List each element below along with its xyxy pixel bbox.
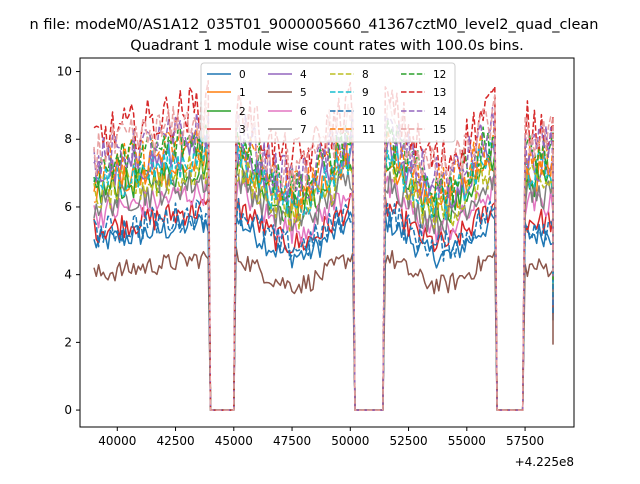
series-line-0	[93, 210, 554, 411]
x-axis: 40000 42500 45000 47500 50000 52500 55000 57500	[98, 427, 544, 448]
legend-label: 5	[300, 87, 307, 99]
series-line-8	[93, 149, 554, 411]
legend-label: 2	[239, 106, 246, 118]
legend-label: 3	[239, 124, 246, 136]
y-tick-label: 0	[64, 403, 72, 417]
x-tick-label: 42500	[156, 434, 194, 448]
series-line-13	[93, 79, 554, 411]
legend-label: 7	[300, 124, 307, 136]
series-line-14	[93, 106, 554, 411]
figure-suptitle: n file: modeM0/AS1A12_035T01_9000005660_…	[30, 17, 599, 33]
x-tick-label: 47500	[273, 434, 311, 448]
series-line-5	[93, 246, 554, 411]
x-tick-label: 50000	[331, 434, 369, 448]
series-line-7	[93, 165, 554, 411]
x-tick-label: 55000	[448, 434, 486, 448]
plot-frame	[79, 57, 575, 428]
legend-label: 12	[433, 69, 446, 81]
legend-label: 8	[362, 69, 369, 81]
series-line-9	[93, 134, 554, 411]
series-line-10	[93, 197, 554, 411]
y-tick-label: 10	[57, 65, 72, 79]
legend-label: 14	[433, 106, 447, 118]
series-line-15	[93, 94, 554, 411]
series-line-11	[93, 121, 554, 411]
legend-label: 15	[433, 124, 446, 136]
legend-label: 6	[300, 106, 307, 118]
y-tick-label: 8	[64, 132, 72, 146]
series-layer	[93, 79, 554, 411]
x-tick-label: 57500	[506, 434, 544, 448]
y-tick-label: 6	[64, 200, 72, 214]
y-tick-label: 2	[64, 335, 72, 349]
legend-label: 1	[239, 87, 246, 99]
legend-label: 4	[300, 69, 307, 81]
legend-label: 10	[362, 106, 375, 118]
chart-title: Quadrant 1 module wise count rates with …	[130, 38, 524, 54]
legend-label: 13	[433, 87, 446, 99]
x-offset-label: +4.225e8	[515, 455, 574, 469]
legend-label: 11	[362, 124, 375, 136]
x-tick-label: 40000	[98, 434, 136, 448]
y-axis: 0 2 4 6 8 10	[57, 65, 80, 417]
y-tick-label: 4	[64, 268, 72, 282]
legend-label: 0	[239, 69, 246, 81]
x-tick-label: 45000	[215, 434, 253, 448]
legend-label: 9	[362, 87, 369, 99]
x-tick-label: 52500	[389, 434, 427, 448]
legend-frame	[200, 62, 456, 143]
